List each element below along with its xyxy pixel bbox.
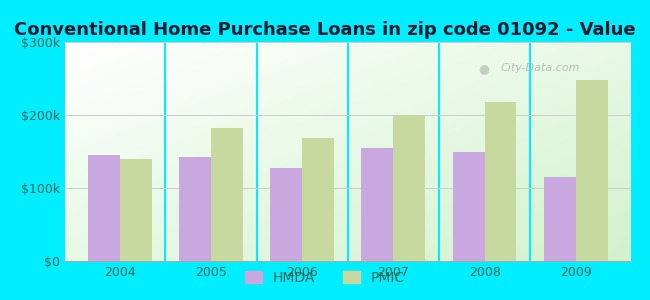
Legend: HMDA, PMIC: HMDA, PMIC (240, 265, 410, 290)
Bar (361, 148, 393, 261)
Bar (270, 168, 302, 261)
Bar (179, 157, 211, 261)
Bar (88, 155, 120, 261)
Bar (393, 115, 425, 261)
Text: City-Data.com: City-Data.com (500, 63, 580, 73)
Bar (544, 177, 576, 261)
Text: ●: ● (478, 62, 489, 75)
Bar (211, 128, 243, 261)
Bar (302, 138, 334, 261)
Bar (452, 152, 484, 261)
Bar (484, 102, 517, 261)
Bar (576, 80, 608, 261)
Text: Conventional Home Purchase Loans in zip code 01092 - Value: Conventional Home Purchase Loans in zip … (14, 21, 636, 39)
Bar (120, 159, 151, 261)
